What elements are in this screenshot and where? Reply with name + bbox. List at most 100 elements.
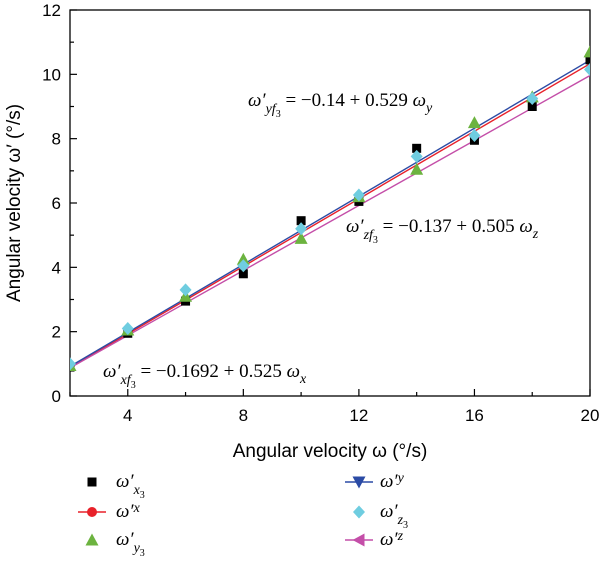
x-tick-label: 12 <box>349 406 368 425</box>
x-tick-label: 4 <box>123 406 132 425</box>
legend-item: ω′x <box>78 501 141 522</box>
x-axis-title: Angular velocity ω (°/s) <box>233 441 428 462</box>
eq-part: y <box>424 101 433 116</box>
legend-item: ω′y3 <box>85 529 145 559</box>
eq-part: ω′ <box>248 90 266 111</box>
x-tick-label: 20 <box>581 406 600 425</box>
legend-sub: y <box>132 541 141 556</box>
point-diamond-1 <box>121 321 134 335</box>
legend-item: ω′y <box>345 471 405 492</box>
legend-sub: x <box>133 483 141 498</box>
legend-base: ω′ <box>116 529 134 550</box>
point-square-8 <box>527 102 537 111</box>
point-square-3 <box>238 269 248 279</box>
y-tick-label: 4 <box>52 258 61 277</box>
point-diamond-6 <box>410 149 423 163</box>
eq-part: zf <box>363 228 375 243</box>
eq-part: = −0.137 + 0.505 <box>378 216 519 237</box>
legend-sub: z <box>397 529 404 544</box>
legend-base: ω′ <box>380 501 398 522</box>
equation-annotations: ω′yf3 = −0.14 + 0.529 ωyω′zf3 = −0.137 +… <box>103 90 539 391</box>
eq-part: ω′ <box>103 361 121 382</box>
eq-part: ω′ <box>346 216 364 237</box>
point-triangle-up-7 <box>467 116 481 129</box>
legend-subsub: 3 <box>403 520 408 531</box>
y-axis-title: Angular velocity ω′ (°/s) <box>4 104 25 302</box>
eq-part: yf <box>264 102 278 117</box>
eq-part: x <box>299 372 307 387</box>
legend-marker-triangle-up <box>85 533 99 546</box>
legend-marker-triangle-down <box>352 476 366 489</box>
eq-part: 3 <box>131 380 136 391</box>
legend-sub: y <box>396 471 405 486</box>
legend-marker-square <box>87 477 97 487</box>
tick-marks <box>69 9 591 397</box>
legend-sub: x <box>133 501 141 516</box>
point-square-9 <box>585 55 590 65</box>
legend-item: ω′z3 <box>353 501 408 531</box>
legend-marker-circle <box>87 507 97 517</box>
data-points <box>70 45 590 372</box>
eq-part: ω <box>287 361 300 382</box>
y-tick-label: 2 <box>52 323 61 342</box>
equation-eq-z: ω′zf3 = −0.137 + 0.505 ωz <box>346 216 539 246</box>
fit-line-1 <box>70 63 590 369</box>
equation-eq-y: ω′yf3 = −0.14 + 0.529 ωy <box>248 90 433 120</box>
legend-label: ω′y <box>380 471 405 492</box>
legend-label: ω′z3 <box>380 501 408 531</box>
eq-part: = −0.14 + 0.529 <box>281 90 413 111</box>
legend-subsub: 3 <box>140 548 145 559</box>
legend-base: ω′ <box>116 501 134 522</box>
legend-base: ω′ <box>380 529 398 550</box>
point-square-6 <box>412 143 422 153</box>
legend-item: ω′z <box>345 529 404 550</box>
eq-part: ω <box>413 90 426 111</box>
point-diamond-3 <box>237 259 250 273</box>
eq-part: z <box>532 227 539 242</box>
point-triangle-up-9 <box>583 45 590 58</box>
point-square-4 <box>296 216 306 226</box>
equation-eq-x: ω′xf3 = −0.1692 + 0.525 ωx <box>103 361 307 391</box>
point-diamond-8 <box>526 91 539 105</box>
legend: ω′x3ω′xω′y3ω′yω′z3ω′z <box>78 471 408 559</box>
y-tick-label: 8 <box>52 130 61 149</box>
x-tick-label: 16 <box>465 406 484 425</box>
point-diamond-2 <box>179 283 192 297</box>
y-tick-label: 12 <box>42 1 61 20</box>
point-diamond-0 <box>70 357 76 371</box>
tick-labels: 4 8 12 16 20 0 2 4 6 8 10 12 <box>42 1 599 425</box>
legend-label: ω′x3 <box>116 471 145 501</box>
fit-line-5 <box>70 74 590 369</box>
eq-part: 3 <box>373 235 378 246</box>
point-triangle-up-6 <box>410 162 424 175</box>
eq-part: 3 <box>276 109 281 120</box>
y-tick-label: 6 <box>52 194 61 213</box>
plot-frame <box>69 9 591 397</box>
y-tick-label: 10 <box>42 65 61 84</box>
point-diamond-7 <box>468 128 481 142</box>
point-diamond-5 <box>352 188 365 202</box>
point-triangle-up-3 <box>236 252 250 265</box>
eq-part: ω <box>519 216 532 237</box>
fit-lines <box>70 59 590 369</box>
legend-base: ω′ <box>116 471 134 492</box>
legend-item: ω′x3 <box>87 471 145 501</box>
axes <box>69 9 591 397</box>
legend-marker-diamond <box>353 505 365 519</box>
point-diamond-9 <box>584 63 590 77</box>
y-tick-label: 0 <box>52 387 61 406</box>
x-tick-label: 8 <box>239 406 248 425</box>
legend-sub: z <box>397 513 404 528</box>
legend-label: ω′z <box>380 529 404 550</box>
point-triangle-up-4 <box>294 231 308 244</box>
legend-subsub: 3 <box>140 490 145 501</box>
legend-marker-triangle-left <box>352 533 365 547</box>
legend-label: ω′y3 <box>116 529 145 559</box>
legend-label: ω′x <box>116 501 141 522</box>
legend-base: ω′ <box>380 471 398 492</box>
point-diamond-4 <box>295 222 308 236</box>
eq-part: = −0.1692 + 0.525 <box>136 361 287 382</box>
fit-line-3 <box>70 59 590 368</box>
eq-part: xf <box>120 373 133 388</box>
